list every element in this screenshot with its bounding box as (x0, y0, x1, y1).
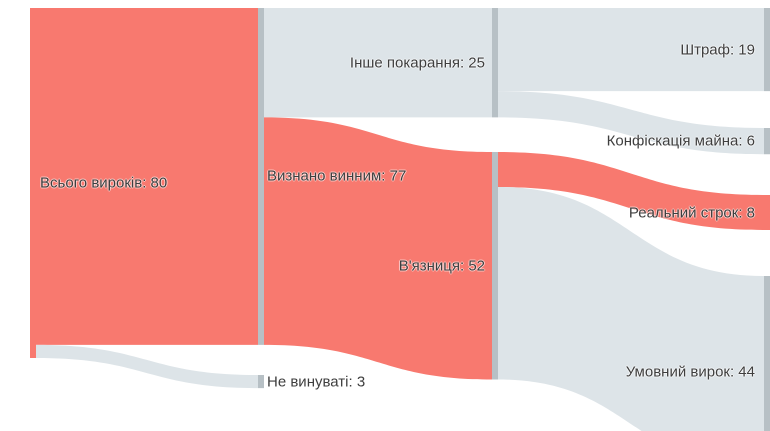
sankey-node-prison[interactable] (492, 152, 498, 380)
sankey-node-guilty[interactable] (258, 8, 264, 345)
sankey-node-suspended[interactable] (764, 276, 770, 431)
sankey-link-other_punishment-confiscation[interactable] (498, 91, 764, 155)
sankey-node-confiscation[interactable] (764, 128, 770, 155)
node-label-total: Всього вироків: 80 (40, 174, 168, 192)
sankey-link-total-guilty[interactable] (36, 8, 258, 345)
sankey-node-other_punishment[interactable] (492, 8, 498, 118)
node-label-confiscation: Конфіскація майна: 6 (606, 132, 755, 150)
node-label-guilty: Визнано винним: 77 (267, 167, 407, 185)
sankey-link-guilty-other_punishment[interactable] (264, 8, 492, 118)
sankey-link-prison-suspended[interactable] (498, 187, 764, 431)
node-label-fine: Штраф: 19 (680, 41, 755, 59)
sankey-link-prison-real_term[interactable] (498, 152, 764, 230)
node-label-not-guilty: Не винуваті: 3 (267, 373, 366, 391)
sankey-link-guilty-prison[interactable] (264, 117, 492, 380)
sankey-link-total-not_guilty[interactable] (36, 344, 258, 389)
sankey-node-real_term[interactable] (764, 195, 770, 230)
node-label-prison: В'язниця: 52 (398, 257, 485, 275)
node-label-other-punishment: Інше покарання: 25 (349, 54, 485, 72)
node-label-real-term: Реальний строк: 8 (628, 204, 755, 221)
sankey-node-fine[interactable] (764, 8, 770, 92)
sankey-node-not_guilty[interactable] (258, 375, 264, 389)
sankey-link-other_punishment-fine[interactable] (498, 8, 764, 92)
sankey-node-total[interactable] (30, 8, 36, 358)
node-label-suspended: Умовний вирок: 44 (625, 363, 755, 381)
